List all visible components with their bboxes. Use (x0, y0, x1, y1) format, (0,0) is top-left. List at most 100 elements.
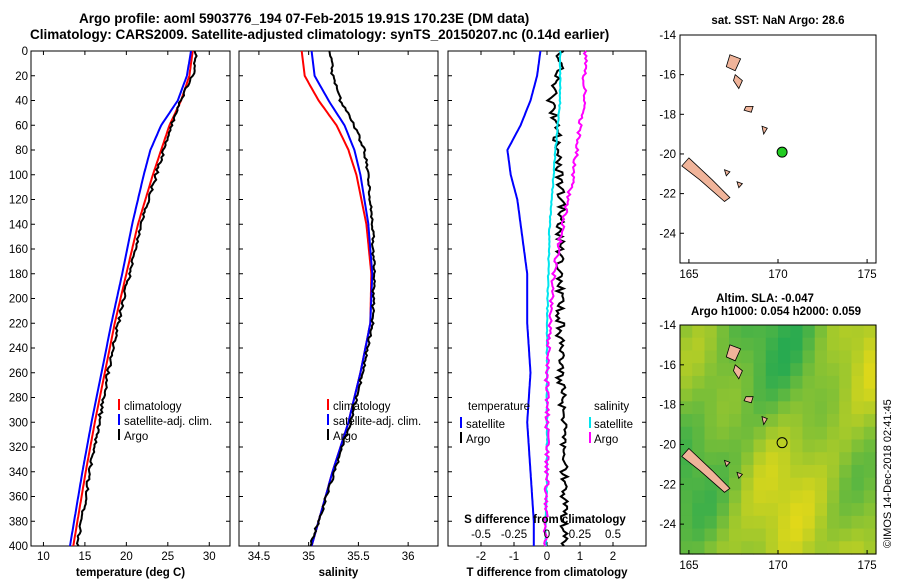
sla-cell (863, 426, 877, 441)
diff-legend-title-s: salinity (594, 401, 629, 413)
sla-cell (765, 414, 779, 428)
sla-cell (863, 337, 877, 352)
sla-cell (729, 325, 742, 339)
sla-map-ytick-label: -20 (659, 439, 676, 451)
sla-cell (729, 375, 742, 390)
sla-map-ytick-label: -18 (659, 400, 676, 412)
sla-cell (704, 325, 718, 339)
salinity-legend-label: Argo (333, 431, 357, 443)
sla-cell (839, 439, 853, 453)
salinity-line-argo (309, 50, 377, 547)
diff-legend-label: Argo (594, 434, 618, 446)
sla-cell (839, 401, 853, 415)
sla-cell (729, 503, 742, 517)
difference-xtick-label: 1 (577, 551, 583, 563)
temperature-legend-label: climatology (124, 401, 182, 413)
sla-cell (729, 426, 742, 441)
sla-cell (704, 528, 718, 542)
sla-cell (814, 541, 828, 555)
title-line-2: Climatology: CARS2009. Satellite-adjuste… (30, 27, 610, 42)
diff-line-t-satellite (506, 50, 542, 546)
sla-cell (814, 388, 828, 402)
sla-cell (790, 490, 804, 504)
sla-cell (802, 528, 816, 542)
island-shape (743, 106, 754, 113)
sla-cell (704, 350, 718, 364)
sla-cell (765, 515, 779, 530)
sla-cell (680, 541, 693, 555)
island-shape (681, 447, 731, 493)
sla-cell (729, 388, 742, 402)
sla-cell (753, 363, 767, 377)
diff-stick-label: -0.25 (501, 529, 527, 541)
sla-cell (839, 325, 853, 339)
sla-cell (802, 426, 816, 441)
sla-cell (704, 452, 718, 466)
sla-cell (778, 350, 791, 364)
island-shape (725, 344, 742, 362)
sla-cell (863, 414, 877, 428)
sla-cell (802, 464, 816, 479)
sla-cell (863, 541, 877, 555)
sla-cell (741, 541, 755, 555)
sla-cell (741, 363, 755, 377)
sla-cell (851, 515, 865, 530)
sla-cell (802, 490, 816, 504)
sla-cell (704, 414, 718, 428)
sla-cell (814, 325, 828, 339)
ytick-label: 240 (9, 343, 28, 355)
sla-cell (851, 452, 865, 466)
sla-cell (680, 401, 693, 415)
sla-cell (790, 452, 804, 466)
sla-cell (851, 325, 865, 339)
difference-xtick-label: -1 (509, 551, 519, 563)
sla-cell (753, 337, 767, 352)
ytick-label: 180 (9, 269, 28, 281)
sla-cell (839, 414, 853, 428)
sla-map-xtick-label: 170 (768, 560, 787, 572)
sla-cell (729, 414, 742, 428)
sla-cell (814, 439, 828, 453)
sla-cell (802, 414, 816, 428)
sla-cell (716, 490, 730, 504)
sla-cell (802, 388, 816, 402)
sla-cell (863, 325, 877, 339)
sla-cell (741, 325, 755, 339)
sla-cell (827, 388, 840, 402)
sla-cell (741, 503, 755, 517)
salinity-xlabel: salinity (319, 567, 359, 579)
sla-cell (863, 490, 877, 504)
sla-cell (839, 503, 853, 517)
sla-cell (753, 426, 767, 441)
sla-cell (753, 503, 767, 517)
sla-cell (827, 452, 840, 466)
sla-cell (716, 325, 730, 339)
sla-map-ytick-label: -24 (659, 519, 676, 531)
sla-cell (778, 477, 791, 491)
diff-legend-label: satellite (466, 419, 505, 431)
sst-map-xtick-label: 165 (679, 269, 698, 281)
ytick-label: 280 (9, 393, 28, 405)
sla-cell (863, 528, 877, 542)
sla-cell (827, 439, 840, 453)
sla-cell (790, 337, 804, 352)
sla-cell (778, 528, 791, 542)
sla-cell (716, 503, 730, 517)
sla-cell (851, 337, 865, 352)
sla-cell (704, 503, 718, 517)
sla-cell (814, 375, 828, 390)
sla-cell (778, 464, 791, 479)
salinity-legend-label: satellite-adj. clim. (333, 416, 421, 428)
sla-cell (827, 503, 840, 517)
sla-cell (790, 515, 804, 530)
salinity-legend-label: climatology (333, 401, 391, 413)
sla-cell (692, 388, 706, 402)
sla-cell (765, 426, 779, 441)
sla-cell (692, 337, 706, 352)
sla-cell (680, 388, 693, 402)
sla-cell (729, 477, 742, 491)
sla-cell (765, 375, 779, 390)
sla-cell (802, 515, 816, 530)
island-shape (736, 471, 744, 480)
sla-cell (778, 325, 791, 339)
